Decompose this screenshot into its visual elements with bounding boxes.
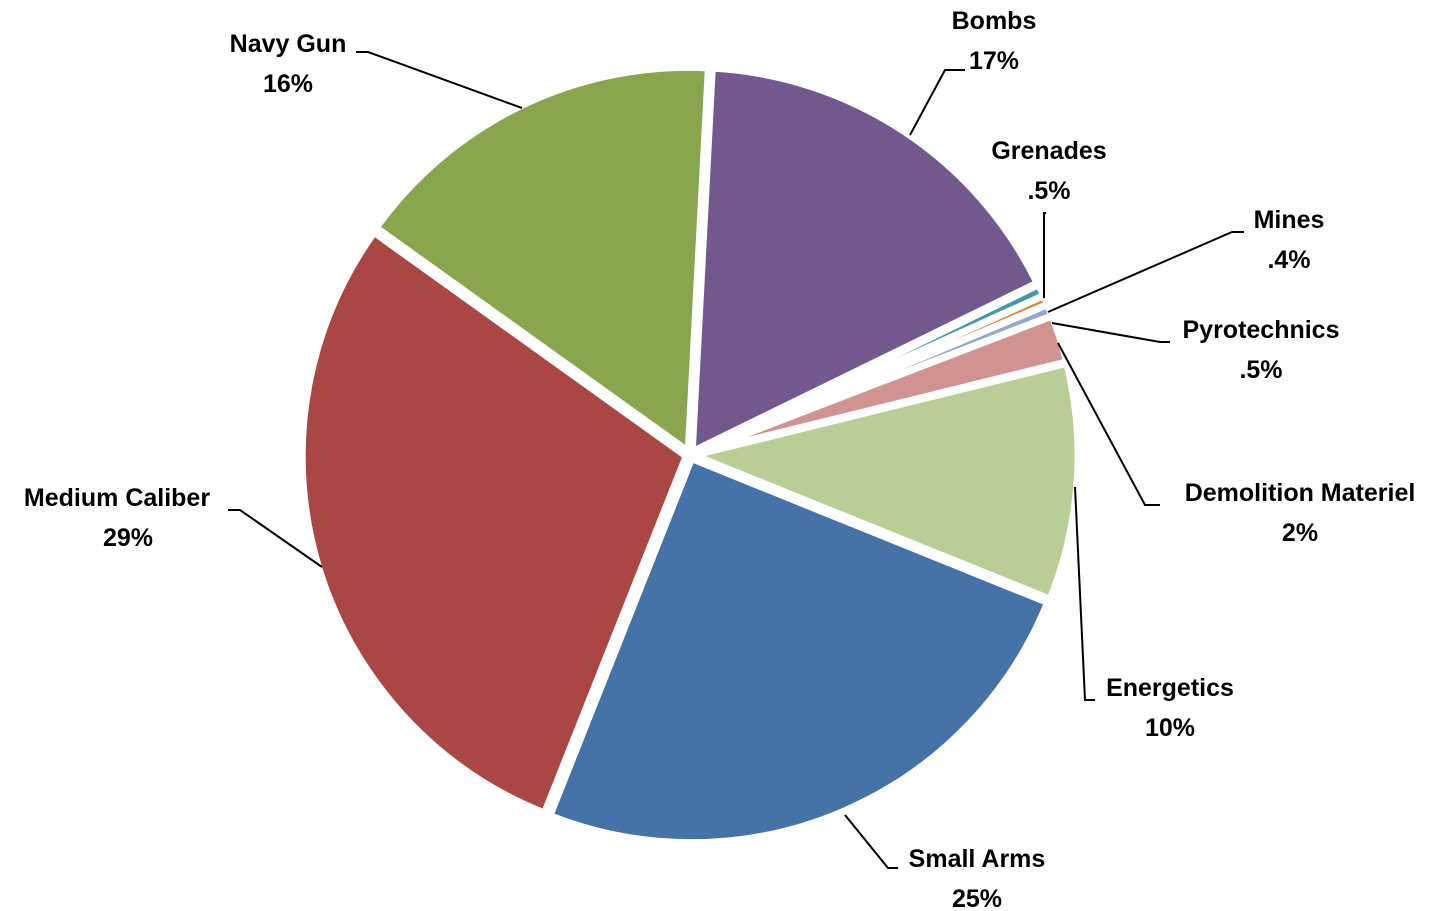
data-label-value-grenades: .5% — [1027, 177, 1070, 205]
leader-line-grenades — [1043, 212, 1046, 298]
data-label-value-navy-gun: 16% — [263, 70, 313, 98]
data-label-name-pyrotechnics: Pyrotechnics — [1182, 316, 1339, 344]
leader-line-demolition-materiel — [1057, 342, 1160, 506]
data-label-name-medium-caliber: Medium Caliber — [24, 484, 210, 512]
leader-line-bombs — [909, 69, 965, 136]
data-label-value-mines: .4% — [1267, 246, 1310, 274]
leader-line-navy-gun — [356, 51, 523, 109]
data-label-name-demolition-materiel: Demolition Materiel — [1185, 479, 1416, 507]
data-label-name-energetics: Energetics — [1106, 674, 1234, 702]
data-label-name-grenades: Grenades — [991, 137, 1106, 165]
leader-line-mines — [1047, 231, 1244, 313]
pie-slice-navy-gun — [371, 63, 713, 458]
data-label-name-small-arms: Small Arms — [909, 845, 1046, 873]
leader-line-energetics — [1074, 486, 1095, 701]
pie-slice-energetics — [682, 359, 1082, 604]
data-label-name-mines: Mines — [1254, 206, 1325, 234]
data-label-value-energetics: 10% — [1145, 714, 1195, 742]
data-label-value-bombs: 17% — [969, 47, 1019, 75]
data-label-value-medium-caliber: 29% — [103, 524, 153, 552]
data-label-name-bombs: Bombs — [952, 7, 1037, 35]
data-label-name-navy-gun: Navy Gun — [230, 30, 347, 58]
data-label-value-small-arms: 25% — [952, 885, 1002, 911]
leader-line-medium-caliber — [228, 509, 323, 568]
data-label-value-demolition-materiel: 2% — [1282, 519, 1318, 547]
data-label-value-pyrotechnics: .5% — [1239, 356, 1282, 384]
pie-slice-small-arms — [545, 454, 1053, 847]
leader-line-small-arms — [844, 814, 898, 869]
leader-line-pyrotechnics — [1051, 322, 1170, 343]
pie-slice-bombs — [688, 64, 1042, 458]
